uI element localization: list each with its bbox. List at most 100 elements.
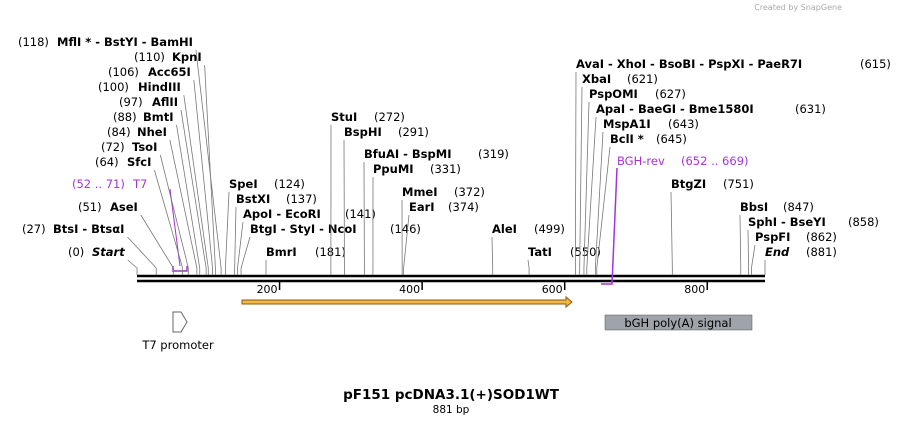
site-position: (645) (656, 132, 687, 146)
site-position: (141) (345, 207, 376, 221)
site-position: (331) (430, 162, 461, 176)
site-position: (643) (668, 117, 699, 131)
site-name: StuI (331, 110, 357, 124)
site-name: BmrI (266, 245, 297, 259)
site-connector (159, 154, 189, 275)
site-connector (583, 101, 590, 275)
title: pF151 pcDNA3.1(+)SOD1WT (343, 387, 560, 403)
site-connector (140, 214, 174, 275)
site-position: (751) (723, 177, 754, 191)
site-name: End (765, 245, 790, 259)
site-position: (631) (795, 102, 826, 116)
site-name: BspHI (344, 125, 382, 139)
site-connector (176, 124, 201, 275)
site-name: SphI - BseYI (748, 215, 826, 229)
site-connector (739, 214, 742, 275)
site-position: (100) (98, 80, 129, 94)
site-connector (180, 109, 207, 275)
site-name: EarI (409, 200, 435, 214)
site-name: BclI * (610, 132, 644, 146)
site-connector (183, 94, 209, 275)
site-name: MspA1I (603, 117, 651, 131)
site-name: AleI (492, 222, 517, 236)
site-connector (234, 206, 237, 275)
site-position: (146) (390, 222, 421, 236)
site-position: (64) (95, 155, 119, 169)
orf-arrow (241, 295, 573, 309)
t7-primer (172, 266, 188, 272)
site-position: (88) (113, 110, 137, 124)
bgh-rev-primer (601, 167, 618, 285)
site-position: (319) (478, 147, 509, 161)
site-position: (615) (860, 57, 891, 71)
site-position: (118) (18, 35, 49, 49)
site-position: (858) (848, 215, 879, 229)
site-connector (237, 221, 244, 275)
site-name: AflII (152, 95, 178, 109)
orf (241, 295, 573, 309)
primer-range: (52 .. 71) (72, 177, 125, 191)
site-name: TatI (528, 245, 552, 259)
site-name: TsoI (132, 140, 157, 154)
site-position: (272) (374, 110, 405, 124)
site-name: HindIII (138, 80, 181, 94)
site-position: (881) (806, 245, 837, 259)
site-position: (181) (315, 245, 346, 259)
site-connector (195, 49, 222, 275)
site-name: PspOMI (589, 87, 638, 101)
site-position: (374) (448, 200, 479, 214)
t7-promoter-arrow (172, 311, 188, 333)
site-connector (224, 191, 230, 275)
bgh-box (604, 314, 753, 331)
primer-range: (652 .. 669) (681, 154, 749, 168)
site-name: NheI (137, 125, 167, 139)
site-connector (594, 131, 604, 275)
site-connector (586, 116, 597, 275)
site-name: KpnI (172, 50, 202, 64)
ruler-label: 200 (257, 283, 278, 296)
site-name: Acc65I (148, 65, 191, 79)
site-name: SfcI (127, 155, 151, 169)
primer-name: T7 (132, 177, 147, 191)
site-position: (51) (78, 200, 102, 214)
site-connector (579, 86, 583, 275)
site-connector (670, 191, 673, 275)
site-name: SpeI (229, 177, 258, 191)
site-connector (527, 259, 530, 275)
site-connector (491, 236, 494, 275)
site-position: (84) (107, 125, 131, 139)
site-name: MmeI (402, 185, 438, 199)
site-connector (751, 244, 756, 275)
site-position: (847) (783, 200, 814, 214)
site-position: (499) (534, 222, 565, 236)
site-connector (403, 214, 410, 275)
site-name: BtgZI (671, 177, 706, 191)
ruler-label: 800 (684, 283, 705, 296)
site-connector (154, 169, 184, 275)
feature-label: bGH poly(A) signal (624, 316, 731, 330)
site-position: (72) (101, 140, 125, 154)
site-connector (169, 139, 198, 275)
primer-name: BGH-rev (617, 154, 665, 168)
site-position: (862) (806, 230, 837, 244)
site-name: XbaI (582, 72, 611, 86)
site-connector (596, 146, 611, 275)
site-name: BtgI - StyI - NcoI (250, 222, 357, 236)
site-position: (372) (454, 185, 485, 199)
site-name: BbsI (740, 200, 768, 214)
site-position: (137) (286, 192, 317, 206)
site-name: BstXI (236, 192, 270, 206)
site-name: PpuMI (373, 162, 414, 176)
site-name: ApaI - BaeGI - Bme1580I (596, 102, 754, 116)
site-connector (127, 259, 138, 275)
site-connector (574, 71, 577, 275)
site-connector (127, 236, 157, 275)
branding: Created by SnapGene (754, 3, 842, 12)
site-position: (550) (570, 245, 601, 259)
site-name: MflI * - BstYI - BamHI (57, 35, 193, 49)
site-name: PspFI (755, 230, 790, 244)
site-name: Start (92, 245, 125, 259)
site-connector (193, 79, 213, 275)
site-name: BtsI - BtsαI (53, 222, 124, 236)
